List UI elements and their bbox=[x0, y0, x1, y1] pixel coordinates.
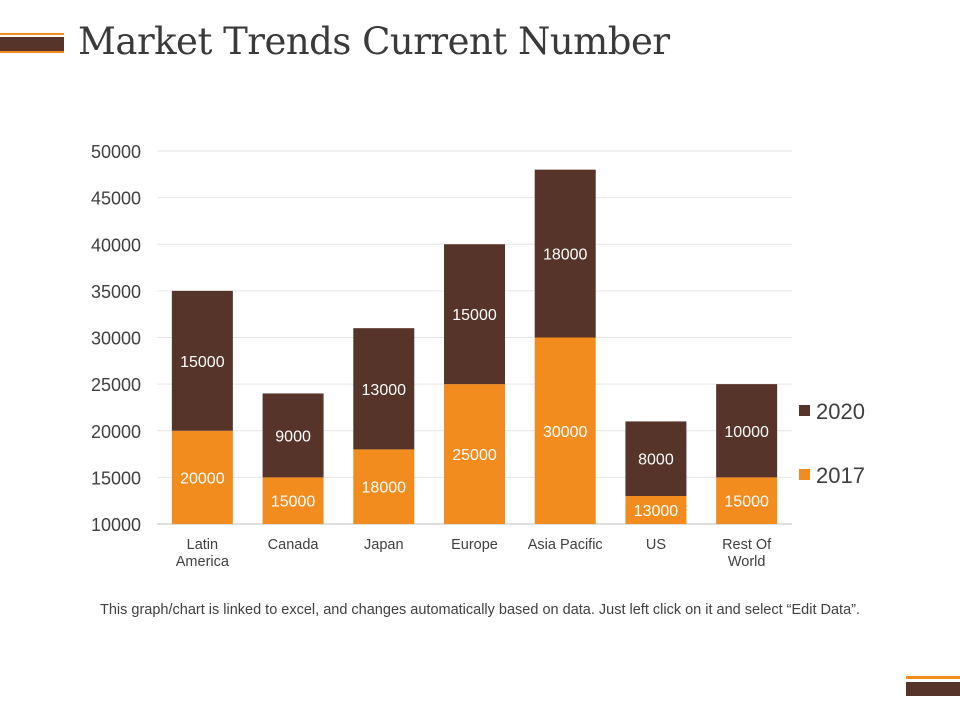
bar-segment-2017 bbox=[262, 477, 324, 524]
y-tick-label: 30000 bbox=[91, 329, 141, 349]
stacked-bar-chart[interactable]: 10000 15000 20000 25000 30000 35000 40000 45000… bbox=[0, 0, 960, 600]
data-label-2017: 25000 bbox=[452, 447, 497, 464]
data-label-2017: 18000 bbox=[362, 480, 407, 497]
data-label-2017: 20000 bbox=[180, 470, 225, 487]
bar-segment-2020 bbox=[353, 328, 415, 450]
data-label-2020: 10000 bbox=[724, 424, 769, 441]
x-tick-label: World bbox=[728, 554, 766, 570]
data-label-2020: 13000 bbox=[362, 382, 407, 399]
y-tick-label: 20000 bbox=[91, 422, 141, 442]
x-tick-label: US bbox=[646, 537, 666, 553]
bar-segment-2020 bbox=[716, 384, 778, 478]
bar-segment-2017 bbox=[444, 384, 505, 524]
x-tick-label: America bbox=[176, 554, 230, 570]
y-tick-label: 40000 bbox=[91, 235, 141, 255]
data-label-2020: 15000 bbox=[452, 307, 497, 324]
x-tick-label: Asia Pacific bbox=[528, 537, 603, 553]
x-tick-label: Latin bbox=[187, 537, 218, 553]
data-label-2020: 15000 bbox=[180, 354, 225, 371]
bar-segment-2017 bbox=[171, 430, 233, 524]
bar-segment-2020 bbox=[171, 290, 233, 431]
data-label-2020: 9000 bbox=[275, 428, 311, 445]
y-tick-label: 35000 bbox=[91, 282, 141, 302]
data-label-2017: 15000 bbox=[271, 494, 316, 511]
y-tick-label: 15000 bbox=[91, 468, 141, 488]
data-label-2020: 18000 bbox=[543, 247, 588, 264]
page-title: Market Trends Current Number bbox=[78, 20, 670, 63]
bar-segment-2020 bbox=[262, 393, 324, 478]
y-tick-label: 10000 bbox=[91, 515, 141, 535]
data-label-2017: 15000 bbox=[724, 494, 769, 511]
footer-accent-bar bbox=[906, 676, 960, 698]
bar-segment-2017 bbox=[353, 449, 415, 524]
chart-footnote: This graph/chart is linked to excel, and… bbox=[99, 602, 861, 618]
y-tick-label: 45000 bbox=[91, 189, 141, 209]
x-tick-label: Rest Of bbox=[722, 537, 772, 553]
bar-segment-2020 bbox=[625, 421, 687, 497]
x-tick-label: Europe bbox=[451, 537, 498, 553]
y-tick-label: 50000 bbox=[91, 142, 141, 162]
legend-swatch-2020 bbox=[799, 405, 810, 416]
bar-segment-2020 bbox=[534, 169, 596, 338]
legend-label-2020: 2020 bbox=[816, 399, 865, 424]
y-tick-label: 25000 bbox=[91, 375, 141, 395]
data-label-2017: 30000 bbox=[543, 424, 588, 441]
legend-swatch-2017 bbox=[799, 469, 810, 480]
bar-segment-2017 bbox=[534, 337, 596, 524]
bar-segment-2017 bbox=[716, 477, 778, 524]
title-accent-bar bbox=[0, 33, 64, 53]
bar-segment-2017 bbox=[625, 496, 687, 524]
x-tick-label: Canada bbox=[268, 537, 320, 553]
x-tick-label: Japan bbox=[364, 537, 404, 553]
data-label-2020: 8000 bbox=[638, 452, 674, 469]
data-label-2017: 13000 bbox=[634, 503, 679, 520]
legend-label-2017: 2017 bbox=[816, 463, 865, 488]
bar-segment-2020 bbox=[444, 244, 505, 385]
